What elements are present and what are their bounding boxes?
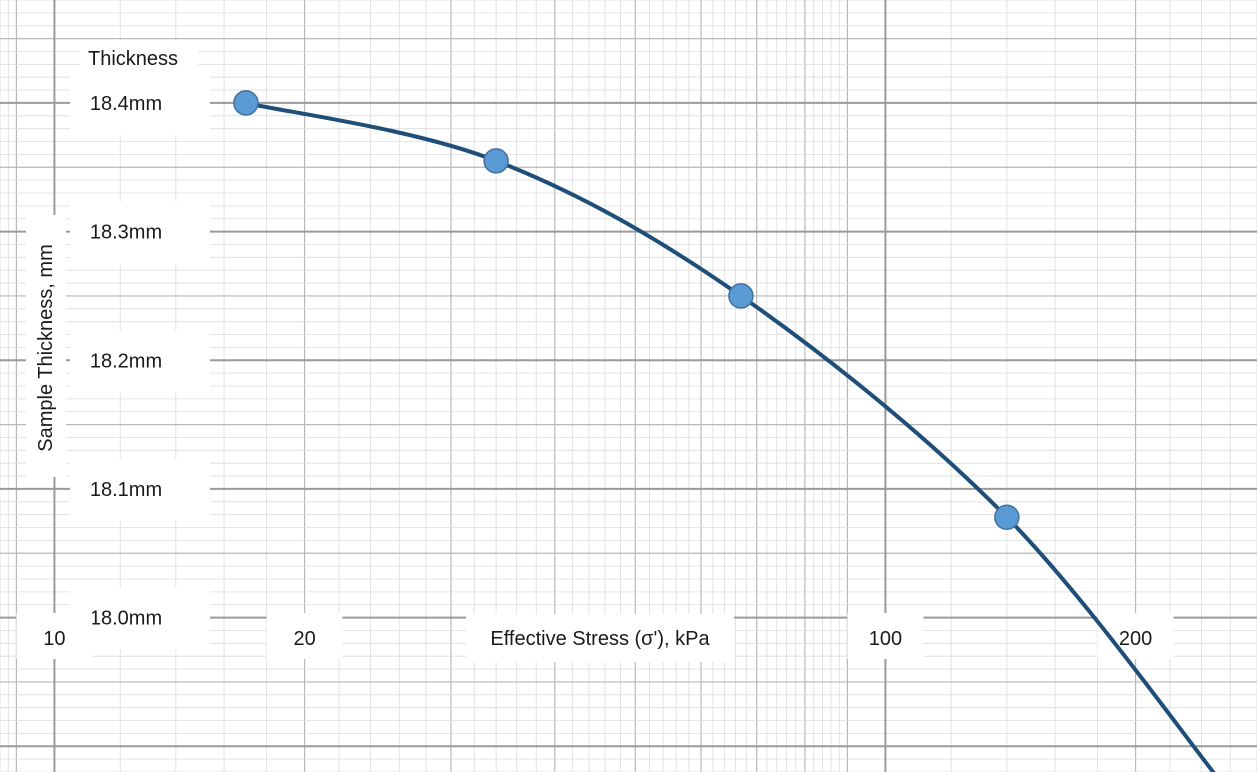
x-tick-label-bg [16,613,93,659]
x-axis-title: Effective Stress (σ'), kPa [490,628,710,650]
y-axis-title-bg [26,215,66,477]
y-tick-label-bg [70,201,210,264]
data-point [483,148,509,174]
x-tick-label: 200 [1119,628,1152,650]
tick-labels: 18.4mm 18.3mm 18.2mm 18.1mm 18.0mm 10 20 100 200 [16,72,1174,659]
y-tick-label-bg [70,72,210,135]
series-line [243,100,1216,772]
y-tick-label: 18.3mm [90,222,162,244]
annotations: Thickness [80,40,198,76]
x-tick-label: 10 [43,628,65,650]
thickness-annotation-bg [80,40,198,76]
data-point [994,504,1020,530]
y-tick-label-bg [70,330,210,393]
y-tick-label-bg [70,587,210,650]
x-tick-label-bg [266,613,343,659]
x-tick-label: 100 [869,628,902,650]
series-layer [233,90,1216,772]
x-tick-label-bg [847,613,924,659]
y-tick-label: 18.1mm [90,479,162,501]
thickness-annotation: Thickness [88,48,178,70]
y-axis-title: Sample Thickness, mm [35,244,57,451]
data-point [233,90,259,116]
y-tick-label-bg [70,458,210,521]
y-tick-label: 18.2mm [90,350,162,372]
y-tick-label: 18.0mm [90,608,162,630]
x-axis-title-bg [466,614,734,662]
data-point [728,283,754,309]
y-tick-label: 18.4mm [90,93,162,115]
axis-titles: Effective Stress (σ'), kPa Sample Thickn… [26,215,734,662]
x-tick-label: 20 [293,628,315,650]
